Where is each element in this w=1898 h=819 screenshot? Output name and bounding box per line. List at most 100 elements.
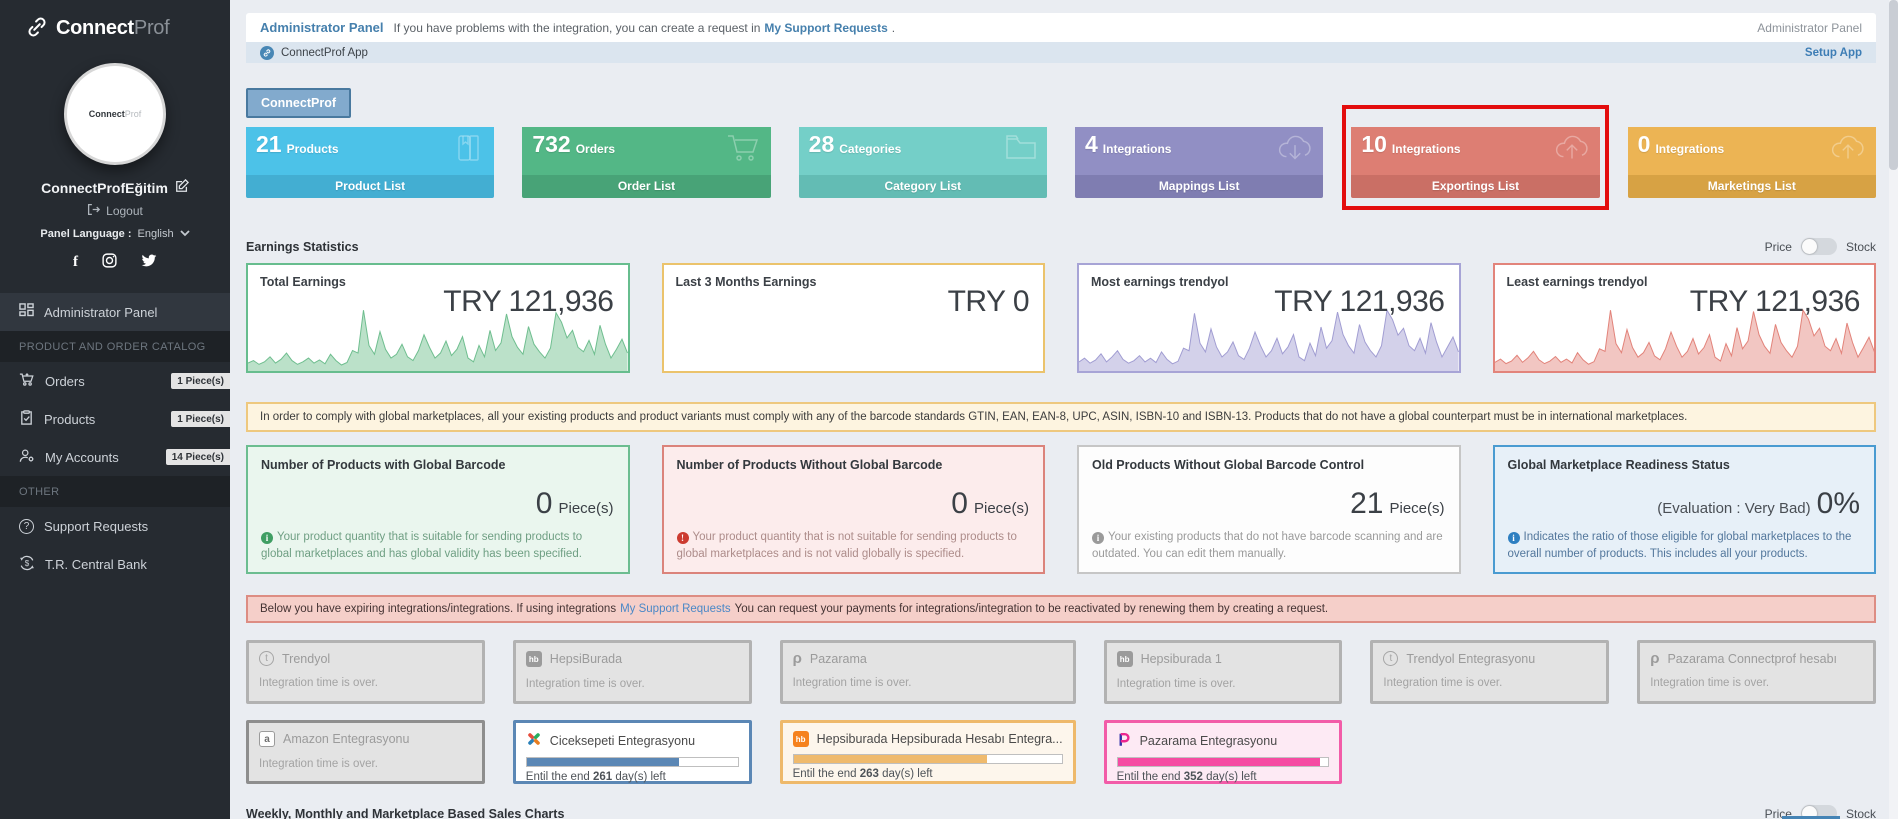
- facebook-icon[interactable]: f: [73, 253, 78, 270]
- sidebar-item-my-accounts[interactable]: My Accounts 14 Piece(s): [0, 438, 230, 476]
- sidebar-item-administrator-panel[interactable]: Administrator Panel: [0, 293, 230, 331]
- stat-card-categories[interactable]: 28 Categories Category List: [798, 127, 1047, 198]
- integration-name: Pazarama Entegrasyonu: [1139, 733, 1278, 748]
- app-bar-label: ConnectProf App: [281, 46, 368, 59]
- logout-button[interactable]: Logout: [0, 203, 230, 219]
- product-list-link[interactable]: Product List: [246, 175, 495, 198]
- price-stock-toggle-bottom[interactable]: [1800, 805, 1837, 819]
- connectprof-app-chip[interactable]: ConnectProf App: [260, 45, 368, 60]
- sidebar: ConnectProf ConnectProf ConnectProfEğiti…: [0, 0, 230, 819]
- integration-card-pazarama: ρ Pazarama Integration time is over.: [779, 640, 1076, 704]
- card-value: 0: [951, 487, 968, 520]
- marketings-list-link[interactable]: Marketings List: [1627, 175, 1876, 198]
- info-icon: i: [1092, 532, 1104, 545]
- earnings-card-total: Total Earnings TRY 121,936: [246, 263, 630, 373]
- integration-card-hepsiburada-1: hb Hepsiburada 1 Integration time is over…: [1103, 640, 1343, 704]
- stat-label: Categories: [839, 142, 902, 156]
- card-value: 21: [1350, 487, 1384, 520]
- integration-name: Trendyol: [282, 651, 331, 666]
- toggle-knob[interactable]: [1801, 239, 1817, 254]
- app-logo: ConnectProf: [0, 0, 230, 41]
- sidebar-item-orders[interactable]: Orders 1 Piece(s): [0, 362, 230, 400]
- integration-status: Integration time is over.: [1650, 677, 1770, 689]
- language-value: English: [137, 228, 174, 240]
- hepsiburada-icon: hb: [1116, 651, 1133, 667]
- earnings-card-value: TRY 121,936: [1689, 285, 1861, 318]
- barcode-info-banner: In order to comply with global marketpla…: [246, 402, 1876, 432]
- avatar-logo-text: ConnectProf: [88, 109, 142, 119]
- price-stock-toggle[interactable]: [1800, 238, 1837, 255]
- sales-charts-section-title: Weekly, Monthly and Marketplace Based Sa…: [246, 806, 565, 819]
- scrollbar-thumb[interactable]: [1889, 0, 1898, 170]
- price-stock-toggle-group: Price Stock: [1765, 238, 1876, 255]
- sidebar-item-label: Support Requests: [44, 518, 149, 534]
- ciceksepeti-icon: [526, 731, 542, 750]
- stat-label: Products: [286, 142, 339, 156]
- integration-card-ciceksepeti[interactable]: Ciceksepeti Entegrasyonu Entil the end 2…: [512, 720, 752, 784]
- sidebar-item-tr-central-bank[interactable]: $ T.R. Central Bank: [0, 545, 230, 583]
- tab-connectprof[interactable]: ConnectProf: [246, 88, 351, 118]
- stat-value: 21: [256, 131, 282, 157]
- username: ConnectProfEğitim: [41, 179, 168, 196]
- avatar: ConnectProf: [64, 63, 166, 165]
- folder-icon: [1004, 132, 1038, 165]
- stat-card-orders[interactable]: 732 Orders Order List: [522, 127, 771, 198]
- earnings-card-last-3-months: Last 3 Months Earnings TRY 0: [661, 263, 1045, 373]
- earnings-cards-row: Total Earnings TRY 121,936 Last 3 Months…: [246, 263, 1876, 373]
- language-selector[interactable]: Panel Language : English: [0, 228, 230, 240]
- header-message-period: .: [891, 20, 896, 35]
- stat-value: 28: [808, 131, 835, 157]
- integration-progress-bar: [792, 754, 1063, 764]
- price-stock-toggle-group-bottom: Price Stock: [1765, 805, 1876, 819]
- card-unit: Piece(s): [973, 500, 1029, 517]
- toggle-label-price: Price: [1764, 239, 1792, 254]
- toggle-knob[interactable]: [1801, 806, 1817, 819]
- banner-text-after: You can request your payments for integr…: [734, 603, 1329, 615]
- exportings-list-link[interactable]: Exportings List: [1351, 175, 1600, 198]
- integration-status: Integration time is over.: [1383, 677, 1503, 689]
- integration-card-hepsiburada: hb HepsiBurada Integration time is over.: [512, 640, 752, 704]
- page-scrollbar[interactable]: [1889, 0, 1898, 819]
- alert-icon: !: [676, 532, 689, 545]
- edit-profile-icon[interactable]: [175, 178, 189, 196]
- sidebar-menu: Administrator Panel PRODUCT AND ORDER CA…: [0, 293, 230, 583]
- card-note: i Indicates the ratio of those eligible f…: [1507, 530, 1852, 560]
- card-title: Number of Products with Global Barcode: [261, 458, 506, 472]
- hepsiburada-orange-icon: hb: [792, 731, 809, 747]
- stat-card-exportings[interactable]: 10 Integrations Exportings List: [1351, 127, 1600, 198]
- page-title: Administrator Panel: [260, 20, 384, 35]
- sidebar-item-label: My Accounts: [45, 449, 119, 465]
- info-icon: i: [261, 532, 273, 545]
- chevron-down-icon: [179, 228, 190, 240]
- stat-card-marketings[interactable]: 0 Integrations Marketings List: [1627, 127, 1876, 198]
- sidebar-section-other: OTHER: [0, 476, 230, 507]
- integration-card-pazarama-entegrasyonu[interactable]: Pazarama Entegrasyonu Entil the end 352 …: [1103, 720, 1343, 784]
- order-list-link[interactable]: Order List: [522, 175, 771, 198]
- user-gear-icon: [19, 448, 35, 466]
- my-support-requests-link[interactable]: My Support Requests: [620, 603, 731, 615]
- chain-link-icon: [26, 16, 48, 41]
- instagram-icon[interactable]: [102, 253, 117, 271]
- earnings-card-title: Least earnings trendyol: [1506, 275, 1648, 289]
- earnings-card-title: Last 3 Months Earnings: [675, 275, 817, 289]
- dashboard-icon: [19, 303, 34, 321]
- stat-card-products[interactable]: 21 Products Product List: [246, 127, 495, 198]
- stat-card-mappings[interactable]: 4 Integrations Mappings List: [1074, 127, 1324, 198]
- integration-progress-bar: [1116, 757, 1330, 767]
- setup-app-link[interactable]: Setup App: [1804, 46, 1862, 59]
- integration-name: Hepsiburada 1: [1140, 652, 1222, 666]
- mappings-list-link[interactable]: Mappings List: [1074, 175, 1324, 198]
- twitter-icon[interactable]: [141, 254, 157, 271]
- banner-text-before: Below you have expiring integrations/int…: [260, 603, 617, 615]
- tab-underline: [1782, 816, 1840, 819]
- sidebar-item-support-requests[interactable]: ? Support Requests: [0, 507, 230, 545]
- sidebar-item-products[interactable]: Products 1 Piece(s): [0, 400, 230, 438]
- pazarama-icon: ρ: [792, 651, 802, 666]
- integration-card-hepsiburada-hesabi[interactable]: hb Hepsiburada Hepsiburada Hesabı Entegr…: [779, 720, 1076, 784]
- integration-progress-bar: [525, 757, 739, 767]
- my-support-requests-link[interactable]: My Support Requests: [764, 20, 888, 35]
- top-header: Administrator Panel If you have problems…: [246, 13, 1876, 42]
- toggle-label-price: Price: [1764, 806, 1792, 819]
- category-list-link[interactable]: Category List: [798, 175, 1047, 198]
- cart-icon: [19, 372, 35, 390]
